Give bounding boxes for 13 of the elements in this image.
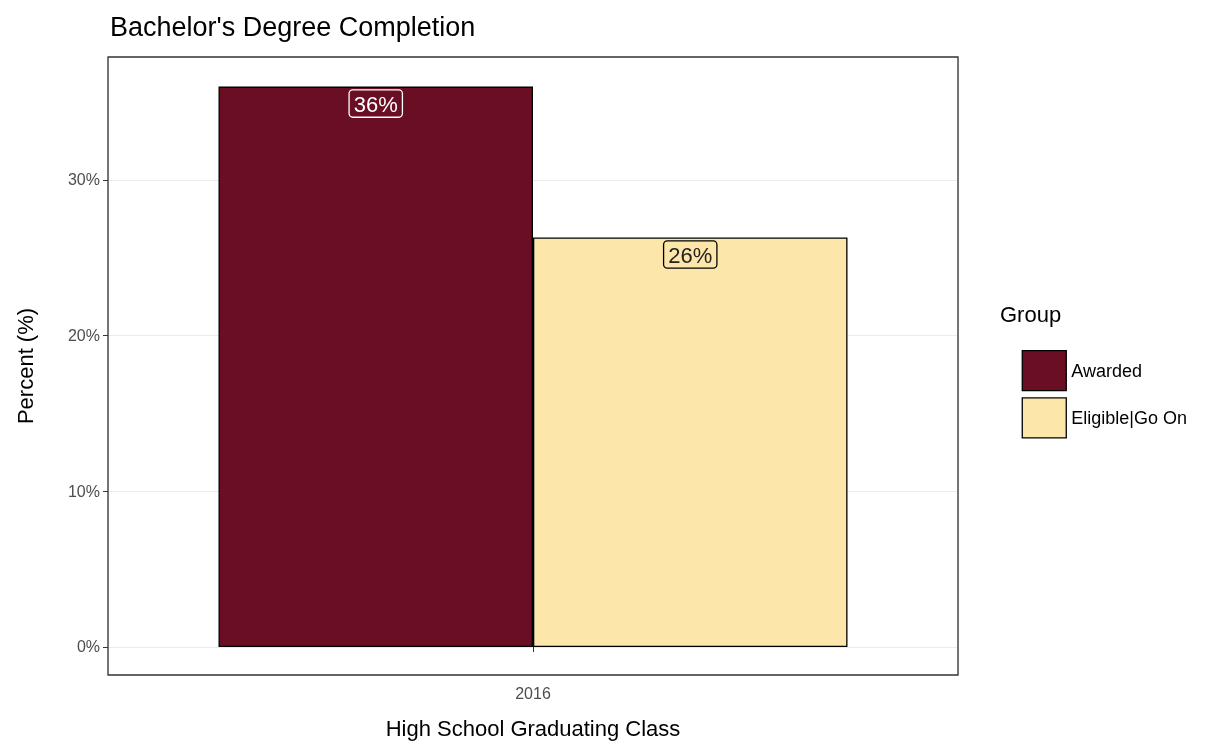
y-tick-label: 30%	[67, 171, 100, 189]
y-tick-label: 20%	[67, 327, 100, 345]
legend-label: Awarded	[1071, 360, 1142, 381]
y-tick-label: 10%	[67, 482, 100, 500]
legend-title: Group	[1000, 301, 1062, 327]
chart-title: Bachelor's Degree Completion	[110, 11, 476, 42]
data-label: 26%	[668, 243, 713, 269]
x-axis-title: High School Graduating Class	[385, 715, 681, 741]
legend-label: Eligible|Go On	[1071, 407, 1187, 428]
y-tick-label: 0%	[76, 638, 100, 656]
x-tick-label: 2016	[515, 684, 551, 702]
data-label: 36%	[353, 92, 398, 118]
y-axis-title: Percent (%)	[12, 307, 38, 425]
